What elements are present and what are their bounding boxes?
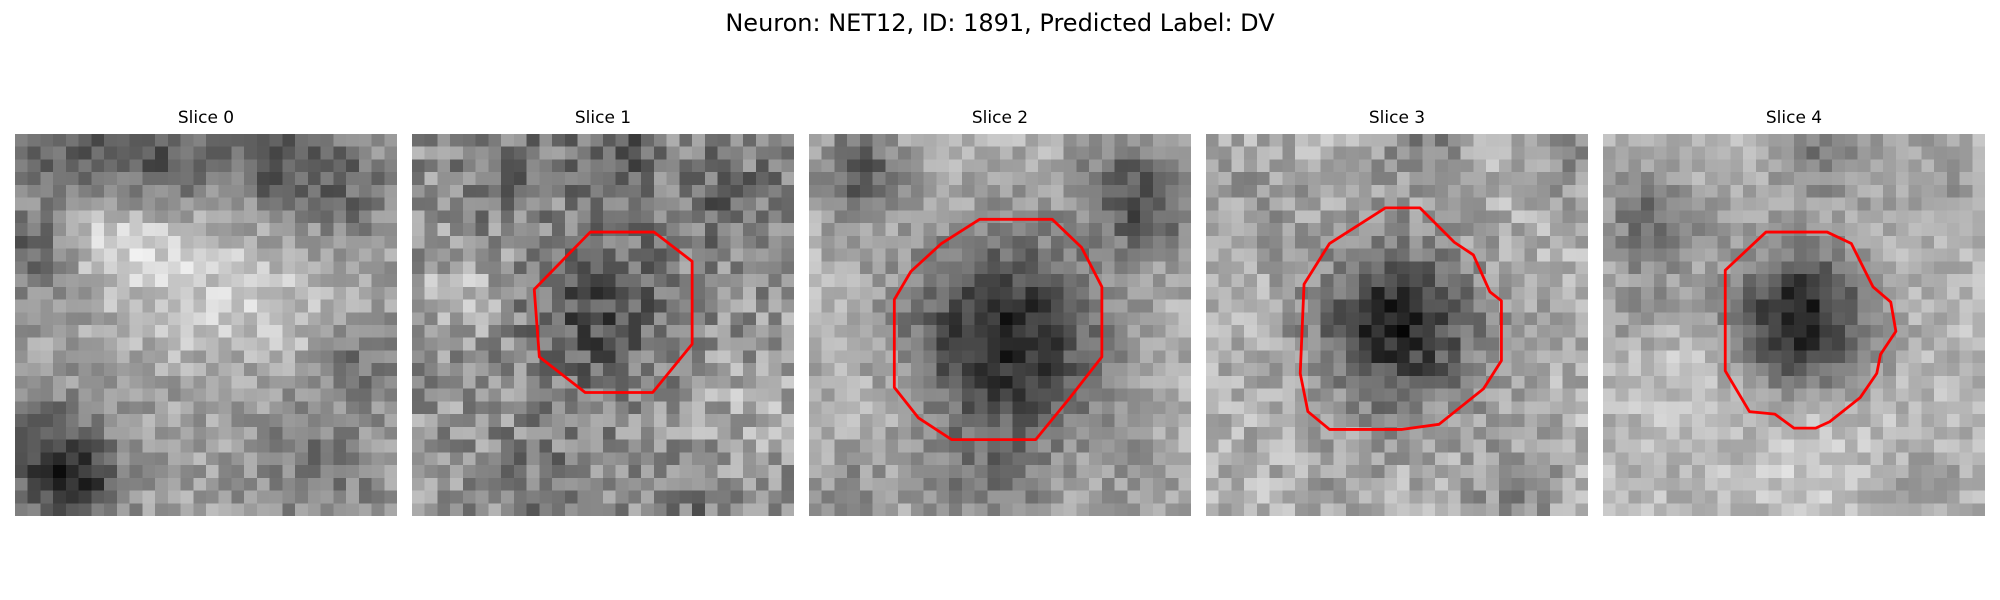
slice-3-image	[1206, 134, 1588, 516]
slice-1-title: Slice 1	[574, 108, 632, 128]
slice-panel-3: Slice 3	[1206, 108, 1588, 516]
slice-panel-4: Slice 4	[1603, 108, 1985, 516]
slice-panel-2: Slice 2	[809, 108, 1191, 516]
slice-2-roi-contour	[892, 217, 1104, 442]
slice-2-title: Slice 2	[971, 108, 1029, 128]
slice-2-image	[809, 134, 1191, 516]
slice-4-roi-contour	[1723, 230, 1898, 430]
slice-panel-0: Slice 0	[15, 108, 397, 516]
slice-0-title: Slice 0	[177, 108, 235, 128]
slice-4-image	[1603, 134, 1985, 516]
slice-3-title: Slice 3	[1368, 108, 1426, 128]
slice-4-title: Slice 4	[1765, 108, 1823, 128]
slice-1-image	[412, 134, 794, 516]
slice-1-roi-contour	[532, 230, 694, 394]
slice-panel-1: Slice 1	[412, 108, 794, 516]
figure-title: Neuron: NET12, ID: 1891, Predicted Label…	[725, 9, 1275, 37]
slice-0-image	[15, 134, 397, 516]
slice-3-roi-contour	[1298, 206, 1503, 431]
